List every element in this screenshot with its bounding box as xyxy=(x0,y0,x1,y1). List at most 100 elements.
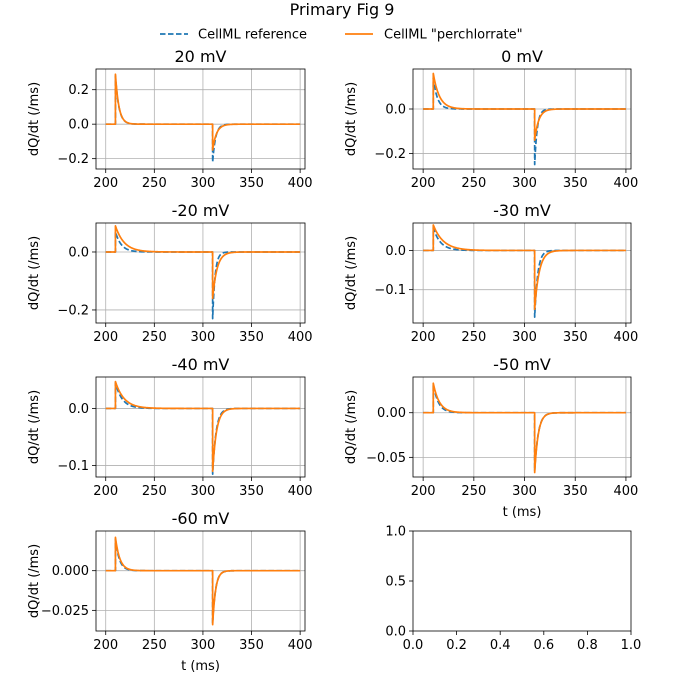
x-tick-label: 400 xyxy=(614,484,639,499)
axes-frame xyxy=(412,530,632,632)
legend-label-perchlorrate: CellML "perchlorrate" xyxy=(384,28,523,43)
y-tick-label: −0.2 xyxy=(57,152,89,167)
x-tick-label: 300 xyxy=(191,330,216,345)
y-tick-label: 0.0 xyxy=(385,625,406,640)
subplot-title: -50 mV xyxy=(493,355,551,374)
subplot-4: 200 250 300 350 400 −0.1 0.0 -30 mV dQ/dt (/ms) xyxy=(344,201,638,345)
subplot-title: 20 mV xyxy=(175,47,227,66)
x-tick-label: 300 xyxy=(512,484,537,499)
x-tick-label: 400 xyxy=(614,330,639,345)
subplot-title: 0 mV xyxy=(501,47,543,66)
subplot-title: -40 mV xyxy=(172,355,230,374)
y-tick-label: 0.000 xyxy=(52,564,89,579)
series-line-perchlorrate xyxy=(423,72,627,141)
x-tick-label: 0.2 xyxy=(446,638,467,653)
x-tick-label: 200 xyxy=(93,176,118,191)
x-tick-label: 1.0 xyxy=(621,638,642,653)
x-tick-label: 250 xyxy=(461,484,486,499)
y-tick-label: 1.0 xyxy=(385,525,406,540)
y-tick-label: 0.0 xyxy=(68,118,89,133)
subplot-2: 200 250 300 350 400 −0.2 0.0 0 mV dQ/dt (/ms) xyxy=(344,47,638,191)
x-tick-label: 350 xyxy=(563,484,588,499)
series-line-perchlorrate xyxy=(105,536,301,626)
y-axis-label: dQ/dt (/ms) xyxy=(27,82,42,156)
axes-frame xyxy=(95,222,306,324)
y-tick-label: 0.0 xyxy=(385,103,406,118)
y-tick-label: 0.2 xyxy=(68,83,89,98)
x-tick-label: 350 xyxy=(239,484,264,499)
subplot-grid: 200 250 300 350 400 −0.2 0.0 0.2 20 mV dQ/dt (/ms… xyxy=(27,47,641,674)
axes-frame xyxy=(412,222,632,324)
y-axis-label: dQ/dt (/ms) xyxy=(27,544,42,618)
y-axis-label: dQ/dt (/ms) xyxy=(344,82,359,156)
y-tick-label: −0.1 xyxy=(57,459,89,474)
x-tick-label: 250 xyxy=(142,176,167,191)
x-tick-label: 200 xyxy=(93,330,118,345)
x-axis-label: t (ms) xyxy=(181,659,220,674)
subplot-title: -30 mV xyxy=(493,201,551,220)
y-tick-label: 0.0 xyxy=(68,245,89,260)
x-tick-label: 250 xyxy=(461,176,486,191)
subplot-title: -60 mV xyxy=(172,509,230,528)
x-tick-label: 400 xyxy=(288,484,313,499)
series-line-perchlorrate xyxy=(105,73,301,151)
y-tick-label: 0.0 xyxy=(385,244,406,259)
x-axis-label: t (ms) xyxy=(503,505,542,520)
x-tick-label: 400 xyxy=(288,330,313,345)
subplot-6: 200 250 300 350 400 −0.05 0.00 -50 mV dQ/dt (/ms… xyxy=(344,355,638,520)
x-tick-label: 400 xyxy=(288,176,313,191)
x-tick-label: 250 xyxy=(142,330,167,345)
subplot-1: 200 250 300 350 400 −0.2 0.0 0.2 20 mV dQ/dt (/ms… xyxy=(27,47,313,191)
x-tick-label: 300 xyxy=(191,176,216,191)
series-line-perchlorrate xyxy=(423,224,627,311)
axes-frame xyxy=(412,376,632,478)
y-tick-label: −0.1 xyxy=(374,283,406,298)
x-tick-label: 350 xyxy=(239,176,264,191)
series-line-perchlorrate xyxy=(423,382,627,474)
x-tick-label: 300 xyxy=(512,176,537,191)
y-tick-label: −0.2 xyxy=(374,147,406,162)
y-axis-label: dQ/dt (/ms) xyxy=(27,390,42,464)
x-tick-label: 400 xyxy=(614,176,639,191)
y-axis-label: dQ/dt (/ms) xyxy=(344,390,359,464)
axes-frame xyxy=(412,68,632,170)
figure-title: Primary Fig 9 xyxy=(290,0,395,19)
x-tick-label: 250 xyxy=(142,484,167,499)
x-tick-label: 0.8 xyxy=(577,638,598,653)
x-tick-label: 300 xyxy=(191,638,216,653)
series-line-perchlorrate xyxy=(105,225,301,300)
legend-label-reference: CellML reference xyxy=(198,28,307,43)
x-tick-label: 200 xyxy=(93,638,118,653)
x-tick-label: 300 xyxy=(191,484,216,499)
subplot-3: 200 250 300 350 400 −0.2 0.0 -20 mV dQ/dt (/ms) xyxy=(27,201,313,345)
y-tick-label: −0.025 xyxy=(41,604,89,619)
subplot-7: 200 250 300 350 400 −0.025 0.000 -60 mV dQ/dt (/… xyxy=(27,509,313,674)
series-line-perchlorrate xyxy=(105,380,301,473)
legend: CellML reference CellML "perchlorrate" xyxy=(160,28,523,43)
y-tick-label: 0.00 xyxy=(377,406,406,421)
x-tick-label: 200 xyxy=(411,330,436,345)
axes-frame xyxy=(95,530,306,632)
y-axis-label: dQ/dt (/ms) xyxy=(344,236,359,310)
y-tick-label: −0.2 xyxy=(57,303,89,318)
x-tick-label: 300 xyxy=(512,330,537,345)
x-tick-label: 350 xyxy=(563,176,588,191)
x-tick-label: 200 xyxy=(411,176,436,191)
x-tick-label: 250 xyxy=(142,638,167,653)
x-tick-label: 350 xyxy=(563,330,588,345)
x-tick-label: 0.0 xyxy=(403,638,424,653)
x-tick-label: 200 xyxy=(93,484,118,499)
x-tick-label: 350 xyxy=(239,330,264,345)
subplot-5: 200 250 300 350 400 −0.1 0.0 -40 mV dQ/dt (/ms) xyxy=(27,355,313,499)
axes-frame xyxy=(95,376,306,478)
y-tick-label: 0.0 xyxy=(68,402,89,417)
y-tick-label: −0.05 xyxy=(366,451,406,466)
x-tick-label: 400 xyxy=(288,638,313,653)
subplot-8: 0.0 0.2 0.4 0.6 0.8 1.0 0.0 0.5 1.0 xyxy=(385,525,641,654)
y-axis-label: dQ/dt (/ms) xyxy=(27,236,42,310)
x-tick-label: 200 xyxy=(411,484,436,499)
x-tick-label: 0.6 xyxy=(533,638,554,653)
y-tick-label: 0.5 xyxy=(385,575,406,590)
x-tick-label: 350 xyxy=(239,638,264,653)
